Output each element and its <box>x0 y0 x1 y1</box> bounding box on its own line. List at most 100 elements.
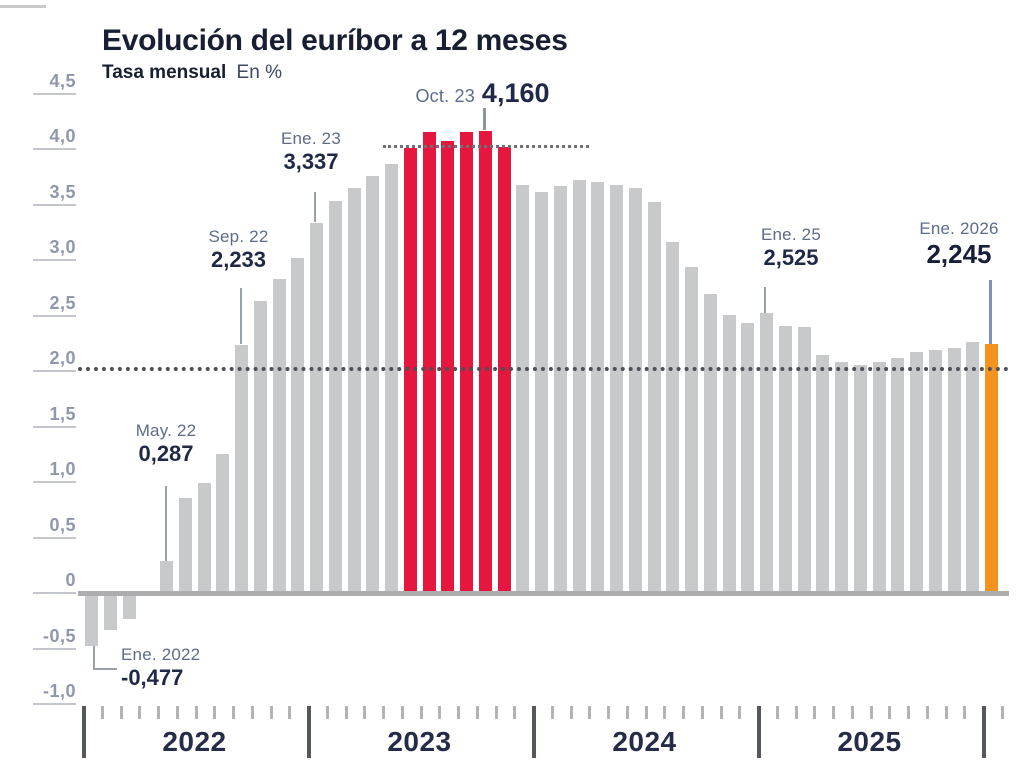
y-gridline-stub <box>33 481 76 483</box>
y-gridline-stub <box>33 203 76 206</box>
bar-Sep. 2025 <box>910 351 923 593</box>
pointer-ene2022-horizontal <box>93 668 117 670</box>
month-tick <box>438 706 442 719</box>
month-tick <box>644 706 648 719</box>
y-tick-label: 3,0 <box>49 237 76 257</box>
bar-Oct. 2025 <box>928 350 942 593</box>
month-tick <box>869 706 873 719</box>
bar-Ago. 2023 <box>441 140 455 593</box>
annotation-value: -0,477 <box>121 665 184 691</box>
pointer-ene2022-vertical <box>93 646 95 670</box>
pointer-ene25 <box>764 287 766 313</box>
month-tick <box>494 706 498 719</box>
bar-Nov. 2022 <box>272 279 286 593</box>
bar-Feb. 2022 <box>103 593 117 631</box>
month-tick <box>944 706 948 719</box>
pointer-sep22 <box>240 288 242 344</box>
bar-Mar. 2024 <box>572 180 586 593</box>
reference-line-2pct <box>78 367 1009 371</box>
month-tick <box>457 706 460 719</box>
year-label-2025: 2025 <box>837 726 902 757</box>
y-tick-label: 4,5 <box>49 70 76 91</box>
month-tick <box>663 706 667 719</box>
month-tick <box>607 706 610 719</box>
bar-Ene. 2026 <box>985 343 998 593</box>
bar-Ago. 2025 <box>891 358 905 593</box>
bar-Mar. 2025 <box>797 326 811 593</box>
bar-Jun. 2022 <box>178 498 192 593</box>
bar-Oct. 2024 <box>703 294 717 593</box>
year-boundary-tick <box>307 706 311 758</box>
year-label-2023: 2023 <box>387 726 452 757</box>
y-tick-label: 2,5 <box>49 292 76 313</box>
annotation-ene-25: Ene. 25 2,525 <box>741 225 841 271</box>
pointer-may22 <box>165 486 167 561</box>
subtitle-measure: Tasa mensual <box>102 62 227 83</box>
bar-Feb. 2024 <box>553 185 567 593</box>
annotation-label: Ene. 25 <box>760 225 821 244</box>
bar-Abr. 2024 <box>591 181 605 593</box>
bar-Oct. 2023 <box>478 131 492 593</box>
bar-Sep. 2023 <box>460 132 473 593</box>
bar-Feb. 2023 <box>328 200 342 593</box>
annotation-value: 2,245 <box>926 239 992 270</box>
bar-Abr. 2023 <box>366 175 380 593</box>
year-label-2024: 2024 <box>612 726 677 757</box>
month-tick <box>157 706 160 719</box>
bar-Feb. 2025 <box>778 325 792 593</box>
y-gridline-stub <box>33 425 76 428</box>
bar-May. 2024 <box>610 184 623 593</box>
annotation-ene-2022: Ene. 2022 -0,477 <box>121 645 271 691</box>
month-tick <box>213 706 217 719</box>
y-gridline-stub <box>33 92 76 95</box>
bar-Sep. 2024 <box>685 267 698 593</box>
y-tick-label: 1,5 <box>49 403 76 424</box>
bar-May. 2022 <box>160 561 173 593</box>
month-tick <box>775 706 779 719</box>
bar-Dic. 2023 <box>516 184 530 593</box>
month-tick <box>794 706 798 719</box>
annotation-label: Ene. 2022 <box>121 645 201 664</box>
month-tick <box>1000 706 1004 719</box>
zero-baseline <box>78 591 1009 596</box>
month-tick <box>738 706 742 719</box>
bar-Oct. 2022 <box>253 301 267 593</box>
bar-Dic. 2022 <box>291 258 305 593</box>
y-gridline-stub <box>33 647 76 650</box>
bar-Nov. 2024 <box>722 314 736 593</box>
bar-Ene. 2024 <box>535 192 548 593</box>
annotation-may-22: May. 22 0,287 <box>116 421 216 467</box>
month-tick <box>175 706 179 719</box>
annotation-ene-23: Ene. 23 3,337 <box>261 129 361 175</box>
annotation-label: Ene. 2026 <box>919 219 999 238</box>
month-tick <box>907 706 910 719</box>
chart-title: Evolución del euríbor a 12 meses <box>102 24 568 57</box>
bar-Jul. 2024 <box>647 201 661 593</box>
bar-Jun. 2025 <box>853 365 867 593</box>
annotation-value: 2,525 <box>763 245 819 271</box>
bar-Jul. 2022 <box>197 482 211 593</box>
y-tick-label: -1,0 <box>42 681 76 701</box>
pointer-ene23 <box>314 192 316 222</box>
annotation-label: May. 22 <box>135 421 197 440</box>
y-tick-label: 4,0 <box>49 126 76 146</box>
y-tick-label: 0 <box>65 570 76 590</box>
annotation-label: Ene. 23 <box>280 129 341 148</box>
month-tick <box>700 706 704 719</box>
reference-line-4pct <box>383 145 589 148</box>
month-tick <box>719 706 723 719</box>
annotation-value: 4,160 <box>481 78 550 108</box>
bar-Ago. 2022 <box>216 454 230 593</box>
bar-Mar. 2022 <box>122 593 136 620</box>
bar-Abr. 2025 <box>816 355 830 593</box>
month-tick <box>850 706 854 719</box>
annotation-value: 0,287 <box>138 441 194 467</box>
month-tick <box>963 706 967 719</box>
annotation-sep-22: Sep. 22 2,233 <box>186 227 291 273</box>
bar-May. 2023 <box>385 164 398 593</box>
bar-Ago. 2024 <box>666 241 680 593</box>
bar-Sep. 2022 <box>235 345 248 593</box>
pointer-ene2026 <box>989 280 992 344</box>
month-tick <box>100 706 104 719</box>
